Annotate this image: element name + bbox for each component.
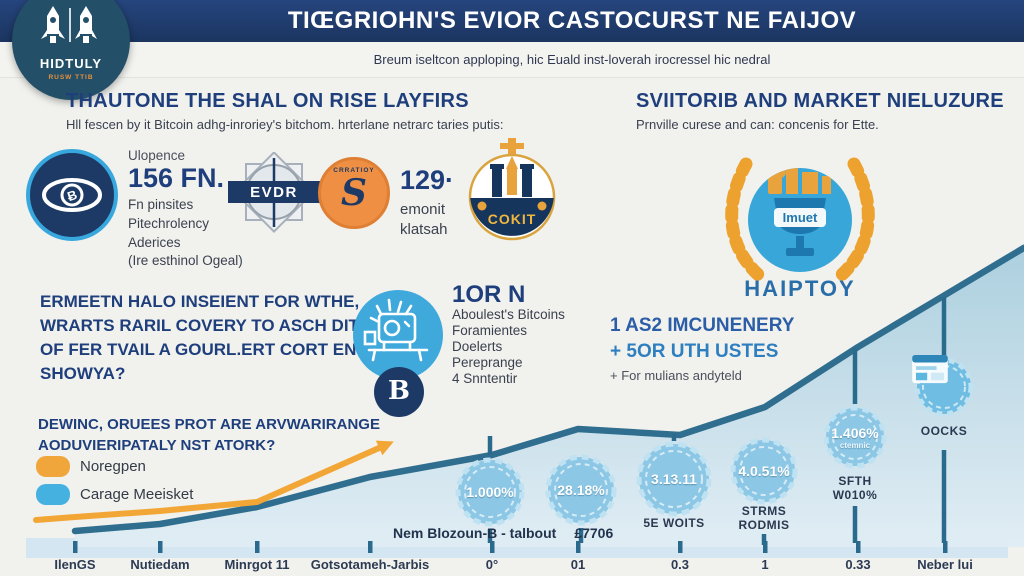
axis-label: Minrgot 11	[224, 557, 290, 572]
svg-text:EVDR: EVDR	[250, 184, 298, 201]
chart-note: Nem Blozoun-B - talbout £7706	[393, 525, 631, 541]
question1-line: ERMEETN HALO INSEIENT FOR WTHE,	[40, 292, 360, 311]
award-emblem: Imuet	[712, 146, 888, 296]
axis-label: 0.33	[845, 557, 871, 572]
stat1-value: 156 FN.	[128, 163, 225, 193]
axis-label: 1	[761, 557, 769, 572]
question1-line: WRARTS RARIL COVERY TO ASCH DITTIE,	[40, 316, 391, 335]
svg-text:Imuet: Imuet	[783, 210, 818, 225]
page-subtitle: Breum iseltcon apploping, hic Euald inst…	[373, 52, 771, 67]
stat2-line: emonit	[400, 201, 446, 218]
callout-badge: 1.406% ctemnic	[820, 402, 890, 472]
feature-line: Doelerts	[452, 339, 503, 354]
axis-label: Neber lui	[917, 557, 973, 572]
legend-swatch-orange	[36, 456, 70, 477]
growth-arrow-head	[375, 440, 394, 456]
orange-coin: CRRATIOY S	[318, 157, 390, 229]
feature-line: Pereprange	[452, 355, 523, 370]
evdr-medal: EVDR	[228, 152, 320, 238]
question2-line: AODUVIERIPATALY NST ATORK?	[38, 437, 276, 454]
trend-line	[71, 244, 1024, 535]
legend-label: Carage Meeisket	[80, 486, 194, 503]
badge-caption: 5E WOITS	[643, 516, 705, 530]
rockets-icon	[41, 6, 97, 43]
badge-stems	[487, 297, 947, 545]
cokit-emblem: COKIT	[462, 136, 562, 242]
badge-value: 3.13.11	[651, 471, 697, 487]
stat1-line: (Ire esthinol Ogeal)	[128, 253, 243, 268]
badge-caption: SFTH W010%	[832, 474, 878, 502]
badge-value: 28.18%	[557, 482, 605, 498]
eye-emblem: Ƀ	[26, 149, 118, 241]
coin-glyph: S	[341, 172, 367, 214]
logo-subtitle: RUSW TTIB	[48, 74, 94, 81]
callout-badge: 28.18%	[542, 451, 620, 529]
badge-value: 4.0.51%	[738, 463, 790, 479]
bitcoin-coin-icon: B	[374, 367, 424, 417]
legend-label: Noregpen	[80, 458, 146, 475]
badge-caption: OOCKS	[920, 424, 968, 438]
cokit-crest-icon: COKIT	[468, 138, 556, 241]
feature-line: 4 Snntentir	[452, 371, 518, 386]
logo-title: HIDTULY	[39, 56, 103, 71]
question2-line: DEWINC, ORUEES PROT ARE ARVWARIRANGE	[38, 416, 380, 433]
svg-text:Ƀ: Ƀ	[65, 187, 79, 204]
stat1-line: Fn pinsites	[128, 197, 194, 212]
callout-badge: 1.000%	[452, 454, 528, 530]
miner-emblem	[353, 290, 443, 380]
axis-label: Gotsotameh-Jarbis	[310, 557, 430, 572]
award-label: HAIPTOY	[744, 276, 856, 301]
question1-line: SHOWYA?	[40, 364, 126, 383]
badge-value: 1.406% ctemnic	[831, 424, 879, 450]
right-section-subtitle: Prnville curese and can: concenis for Et…	[636, 117, 879, 132]
callout-badge	[911, 354, 977, 420]
chart-note-text: Nem Blozoun-B - talbout	[393, 525, 557, 541]
stat2-value: 129·	[400, 165, 455, 195]
feature-line: Aboulest's Bitcoins	[452, 307, 565, 322]
brand-logo: HIDTULY RUSW TTIB	[12, 0, 130, 100]
svg-text:COKIT: COKIT	[488, 211, 537, 227]
legend-swatch-blue	[36, 484, 70, 505]
feature-title: 1OR N	[452, 281, 526, 308]
left-section-title: THAUTONE THE SHAL ON RISE LAYFIRS	[66, 90, 469, 112]
stat1-line: Pitechrolency	[128, 216, 210, 231]
eye-icon: Ƀ	[42, 178, 102, 212]
axis-ticks	[73, 541, 948, 553]
stat1-label: Ulopence	[128, 148, 186, 163]
highlight-line3: + For mulians andyteld	[610, 368, 742, 383]
highlight-line1: 1 AS2 IMCUNENERY	[610, 315, 795, 336]
badge-value: 1.000%	[466, 484, 514, 500]
axis-label: Nutiedam	[130, 557, 190, 572]
subtitle-strip	[0, 42, 1024, 78]
header-bar	[0, 0, 1024, 42]
badge-subvalue: ctemnic	[839, 440, 871, 450]
medal-icon: EVDR	[228, 152, 320, 234]
right-section-title: SVIITORIB AND MARKET NIELUZURE	[636, 90, 1004, 112]
growth-arrow-line	[33, 443, 386, 523]
callout-badge: 4.0.51%	[727, 434, 801, 508]
callout-badge: 3.13.11	[633, 438, 715, 520]
browser-window-icon	[911, 354, 977, 420]
badge-caption: STRMS RODMIS	[738, 504, 790, 532]
highlight-line2: + 5OR UTH USTES	[610, 341, 779, 362]
axis-label: 0.3	[670, 557, 690, 572]
left-section-subtitle: Hll fescen by it Bitcoin adhg-inroriey's…	[66, 117, 504, 132]
coin-arc-text: CRRATIOY	[333, 167, 375, 174]
chart-note-value: £7706	[574, 525, 614, 541]
mining-rig-icon	[363, 298, 429, 362]
question1-line: OF FER TVAIL A GOURL.ERT CORT ENOR	[40, 340, 382, 359]
stat2-line: klatsah	[400, 221, 448, 238]
axis-label: 01	[570, 557, 586, 572]
feature-line: Foramientes	[452, 323, 528, 338]
axis-label: IlenGS	[54, 557, 96, 572]
axis-label: 0°	[485, 557, 499, 572]
stat1-line: Aderices	[128, 235, 181, 250]
page-title: TIŒGRIOHN'S EVIOR CASTOCURST NE FAIJOV	[287, 7, 857, 34]
laurel-wreath-icon: Imuet	[725, 157, 875, 285]
